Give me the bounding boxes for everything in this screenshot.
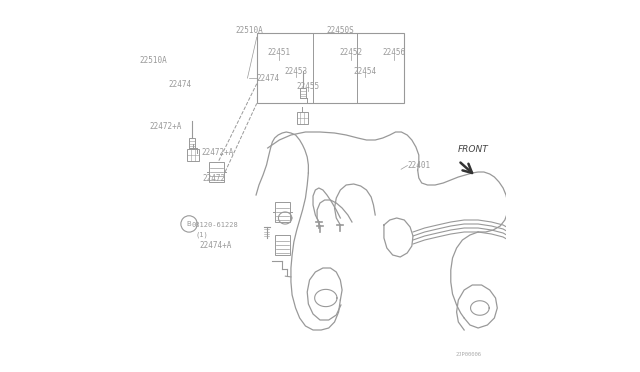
- Bar: [275, 235, 290, 255]
- Text: 22451: 22451: [268, 48, 291, 57]
- Bar: [257, 33, 404, 103]
- Text: 22472: 22472: [202, 174, 225, 183]
- Text: 22474: 22474: [257, 74, 280, 83]
- Text: 22455: 22455: [296, 82, 319, 91]
- Bar: [209, 162, 224, 182]
- Text: 22510A: 22510A: [140, 56, 168, 65]
- Text: 22474: 22474: [168, 80, 191, 89]
- Text: 08120-61228: 08120-61228: [191, 222, 239, 228]
- Text: 22452: 22452: [339, 48, 362, 57]
- Text: 22453: 22453: [284, 67, 307, 76]
- Text: 22450S: 22450S: [326, 26, 355, 35]
- Text: (1): (1): [195, 232, 208, 238]
- Bar: [189, 138, 195, 148]
- Text: 22472+A: 22472+A: [149, 122, 182, 131]
- Text: 22474+A: 22474+A: [199, 241, 232, 250]
- Bar: [188, 150, 198, 161]
- Text: FRONT: FRONT: [458, 145, 488, 154]
- Text: 22456: 22456: [382, 48, 405, 57]
- Bar: [300, 88, 305, 99]
- Bar: [297, 112, 308, 124]
- Text: 2JP00006: 2JP00006: [456, 352, 482, 357]
- Text: 22454: 22454: [353, 67, 376, 76]
- Bar: [275, 202, 290, 222]
- Text: B: B: [187, 221, 191, 227]
- Text: 22472+A: 22472+A: [202, 148, 234, 157]
- Text: 22510A: 22510A: [236, 26, 263, 35]
- Text: 22401: 22401: [408, 161, 431, 170]
